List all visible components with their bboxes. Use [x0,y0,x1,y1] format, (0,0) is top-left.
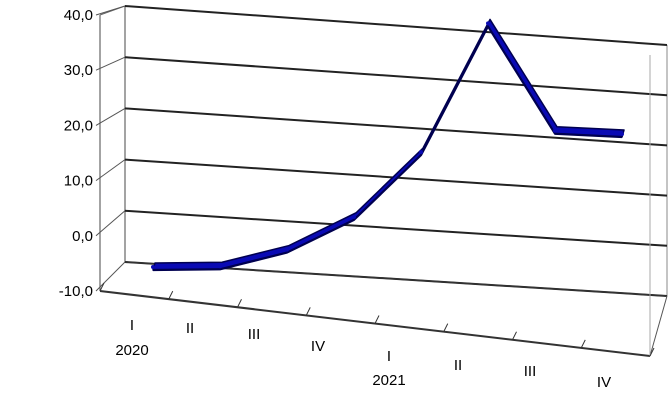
gridline [124,107,668,147]
y-tick-label: 20,0 [64,117,93,134]
data-point [620,132,624,136]
x-tick-mark [99,282,105,292]
floor-right-edge [649,295,668,357]
gridline-depth [95,261,126,292]
gridline-depth [95,210,126,237]
data-point [352,214,356,219]
x-tick-mark [443,323,449,332]
x-tick-label-quarter: IV [597,374,611,391]
chart-floor [99,55,668,357]
gridline-depth [95,107,126,126]
y-tick-label: 10,0 [64,173,93,190]
x-tick-label-quarter: IV [311,338,325,355]
x-tick-label-quarter: I [387,348,391,365]
x-tick-label-quarter: III [248,326,261,343]
data-point [151,265,155,269]
gridline-depth [95,5,126,16]
data-point [218,264,222,269]
y-tick-label: -10,0 [59,283,93,300]
y-axis-tick-labels: -10,0 0,0 10,0 20,0 30,0 40,0 [59,7,93,300]
y-tick-label: 0,0 [72,228,93,245]
x-tick-mark [305,307,311,316]
series-front-edge [152,25,623,272]
gridlines [95,5,668,297]
data-point [285,247,289,252]
x-tick-label-quarter: II [454,357,462,374]
data-point [419,150,423,155]
x-tick-label-quarter: I [130,317,134,334]
series-ribbon-body [152,18,625,271]
x-tick-label-quarter: III [524,363,537,380]
series-ribbon [151,18,625,272]
x-tick-mark [374,315,380,324]
gridline-depth [95,159,126,182]
data-point [553,128,557,133]
data-point [486,21,490,26]
gridline [124,5,668,46]
x-tick-mark [512,331,517,340]
x-tick-label-year: 2020 [115,342,148,359]
y-tick-label: 40,0 [64,7,93,24]
x-tick-mark [168,290,174,300]
x-tick-mark [580,339,586,349]
gridline-depth [95,56,126,71]
x-tick-mark [237,299,242,308]
x-tick-label-quarter: II [186,320,194,337]
y-tick-label: 30,0 [64,62,93,79]
chart-walls [99,5,668,296]
gridline [124,56,668,97]
gridline [124,209,668,247]
x-tick-mark [649,347,655,357]
x-tick-label-year: 2021 [372,372,405,389]
